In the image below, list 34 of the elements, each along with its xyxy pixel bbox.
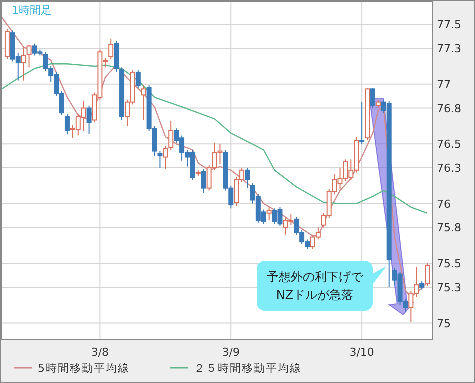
y-tick-label: 77.3 bbox=[437, 42, 462, 56]
candlestick bbox=[64, 114, 70, 136]
candlestick bbox=[86, 105, 92, 136]
candlestick bbox=[163, 146, 168, 170]
legend-label: 5時間移動平均線 bbox=[38, 362, 130, 375]
candlestick bbox=[245, 168, 250, 189]
candlestick bbox=[168, 120, 174, 151]
candlestick bbox=[141, 85, 146, 121]
x-tick-label: 3/9 bbox=[222, 346, 240, 359]
y-tick-label: 76 bbox=[437, 198, 451, 211]
candlestick bbox=[370, 87, 376, 109]
x-tick-label: 3/10 bbox=[350, 346, 374, 359]
candlestick bbox=[425, 263, 430, 287]
candlestick bbox=[26, 44, 32, 68]
legend-label: ２５時間移動平均線 bbox=[194, 362, 302, 375]
candlestick bbox=[360, 102, 365, 145]
candlestick bbox=[158, 150, 163, 169]
chart-title: 1時間足 bbox=[12, 4, 52, 17]
y-tick-label: 76.5 bbox=[437, 138, 462, 152]
y-tick-label: 77 bbox=[437, 78, 451, 92]
candlestick bbox=[136, 70, 141, 88]
candlestick bbox=[266, 206, 272, 222]
y-tick-label: 77.5 bbox=[437, 18, 462, 32]
y-tick-label: 75.5 bbox=[437, 258, 462, 271]
y-tick-label: 76.3 bbox=[437, 162, 462, 176]
candlestick bbox=[201, 168, 206, 194]
y-tick-label: 75.3 bbox=[437, 281, 462, 294]
y-tick-label: 75.8 bbox=[437, 222, 462, 235]
candlestick bbox=[21, 46, 26, 82]
candlestick bbox=[108, 38, 114, 60]
annotation: 予想外の利下げで NZドルが急落 bbox=[267, 270, 364, 302]
y-tick-label: 76.8 bbox=[437, 102, 462, 116]
x-tick-label: 3/8 bbox=[91, 346, 110, 359]
y-tick-label: 75 bbox=[437, 317, 451, 330]
